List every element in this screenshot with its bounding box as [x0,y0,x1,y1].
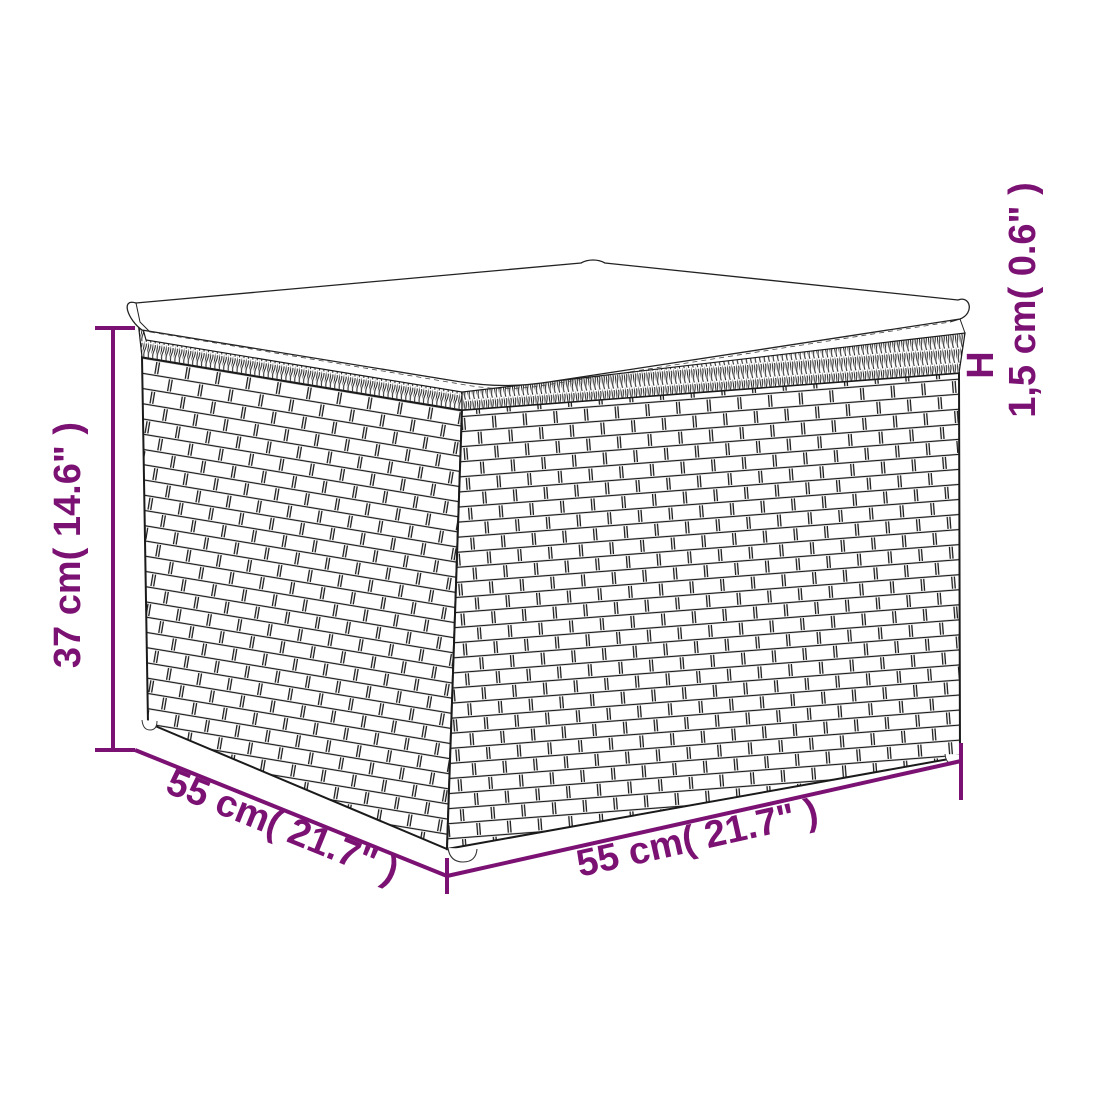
svg-text:37 cm( 14.6" ): 37 cm( 14.6" ) [47,422,89,668]
svg-text:1,5 cm( 0.6" ): 1,5 cm( 0.6" ) [1002,182,1044,418]
svg-text:H: H [960,351,1002,378]
